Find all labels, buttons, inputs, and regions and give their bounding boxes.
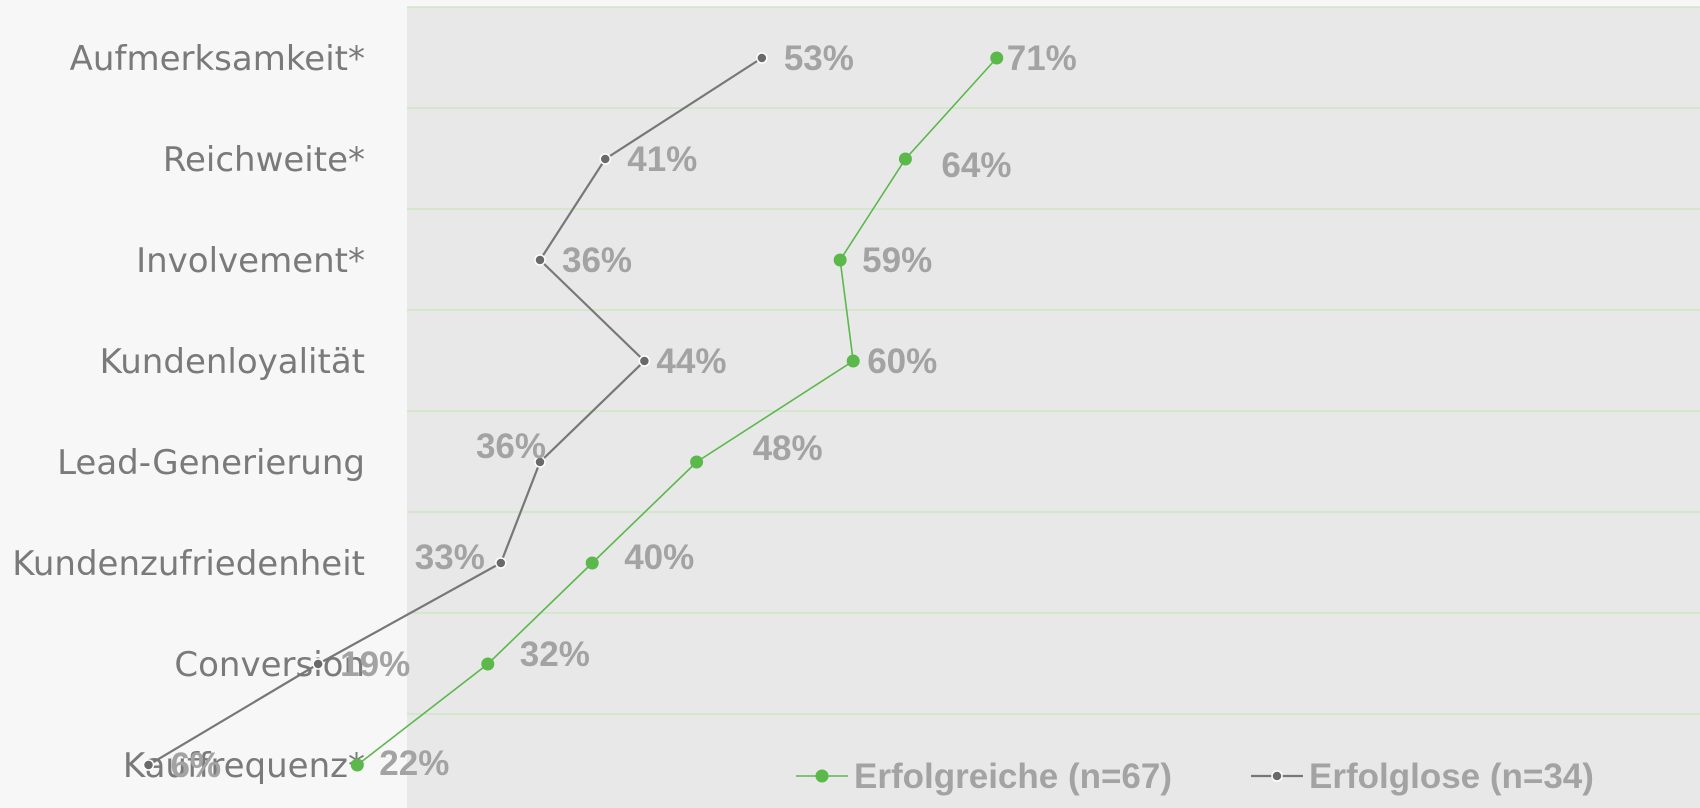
data-label: 22% bbox=[379, 744, 449, 783]
data-point bbox=[534, 456, 546, 468]
data-label: 44% bbox=[656, 342, 726, 381]
data-point bbox=[534, 254, 546, 266]
category-label: Kauffrequenz* bbox=[123, 746, 365, 786]
data-label: 64% bbox=[941, 146, 1011, 185]
data-point bbox=[599, 153, 611, 165]
data-label: 36% bbox=[476, 427, 546, 466]
category-label: Involvement* bbox=[136, 241, 365, 281]
data-point bbox=[898, 152, 912, 166]
data-point bbox=[990, 51, 1004, 65]
data-label: 40% bbox=[624, 538, 694, 577]
data-label: 36% bbox=[562, 241, 632, 280]
data-point bbox=[846, 354, 860, 368]
data-label: 41% bbox=[627, 140, 697, 179]
legend-erfolglose-marker bbox=[1271, 770, 1283, 782]
data-label: 53% bbox=[784, 39, 854, 78]
category-label: Kundenloyalität bbox=[100, 342, 365, 382]
data-point bbox=[495, 557, 507, 569]
data-point bbox=[481, 657, 495, 671]
legend-erfolgreiche-label: Erfolgreiche (n=67) bbox=[854, 757, 1172, 796]
series-line-erfolgreiche bbox=[356, 57, 998, 766]
data-label: 60% bbox=[867, 342, 937, 381]
data-point bbox=[833, 253, 847, 267]
data-point bbox=[312, 658, 324, 670]
legend-erfolgreiche-marker bbox=[815, 769, 829, 783]
data-label: 32% bbox=[520, 635, 590, 674]
legend-erfolglose-label: Erfolglose (n=34) bbox=[1309, 757, 1594, 796]
data-point bbox=[690, 455, 704, 469]
data-label: 59% bbox=[862, 241, 932, 280]
plot-area bbox=[407, 7, 1700, 808]
category-label: Aufmerksamkeit* bbox=[70, 39, 365, 79]
data-label: 71% bbox=[1007, 39, 1077, 78]
category-label: Kundenzufriedenheit bbox=[12, 544, 365, 584]
data-point bbox=[756, 52, 768, 64]
category-label: Lead-Generierung bbox=[57, 443, 365, 483]
data-label: 6% bbox=[171, 746, 222, 785]
data-point bbox=[638, 355, 651, 367]
data-label: 33% bbox=[415, 538, 485, 577]
data-point bbox=[142, 759, 155, 771]
data-point bbox=[585, 556, 599, 570]
series-line-erfolglose bbox=[147, 57, 763, 766]
category-label: Reichweite* bbox=[163, 140, 365, 180]
category-label: Conversion bbox=[174, 645, 365, 685]
data-label: 48% bbox=[753, 429, 823, 468]
data-point bbox=[350, 758, 364, 772]
data-label: 19% bbox=[340, 645, 410, 684]
